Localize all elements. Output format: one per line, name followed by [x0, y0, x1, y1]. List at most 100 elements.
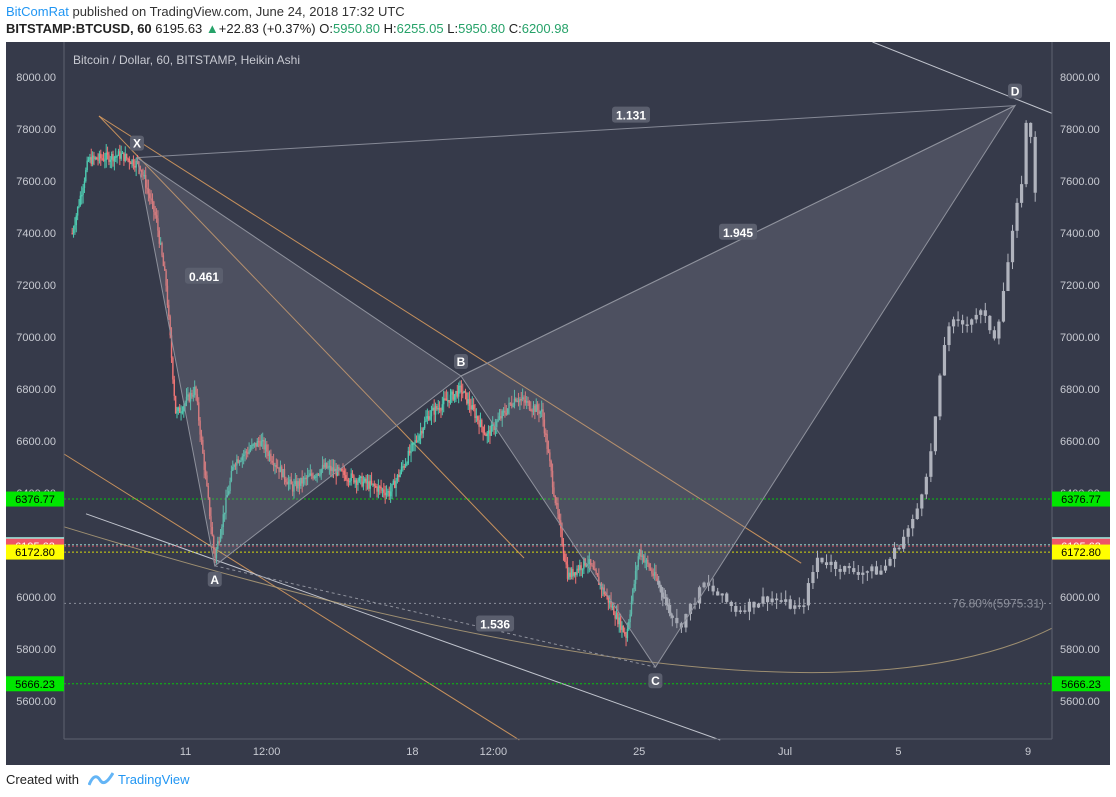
candle-body	[130, 162, 132, 165]
price-tag-bg	[6, 491, 64, 507]
pattern-point-badge	[1008, 83, 1023, 99]
candle-body	[211, 526, 214, 536]
candle-body	[540, 409, 543, 412]
candle-body	[847, 566, 851, 569]
descending-trendline	[98, 115, 802, 564]
candle-body	[587, 564, 589, 566]
candle-body	[346, 479, 348, 482]
y-tick-label-right: 5600.00	[1060, 696, 1100, 708]
candle-body	[523, 397, 525, 400]
candle-body	[189, 392, 192, 402]
candle-body	[164, 266, 166, 271]
candle-body	[667, 604, 672, 614]
candle-body	[343, 470, 346, 476]
candle-body	[83, 181, 86, 189]
candle-body	[82, 188, 84, 195]
candle-body	[331, 467, 333, 471]
chart-area[interactable]: 8000.00 8000.00 7800.00 7800.00 7600.00 7600.…	[6, 41, 1110, 765]
candle-body	[496, 421, 498, 427]
candle-body	[555, 503, 558, 505]
candle-body	[324, 462, 327, 468]
candle-body	[915, 508, 919, 520]
y-tick-label-left: 7400.00	[16, 228, 56, 240]
candle-body	[290, 479, 292, 485]
candle-body	[193, 386, 196, 396]
candle-body	[456, 391, 459, 397]
candle-body	[856, 572, 860, 575]
candle-body	[449, 394, 452, 403]
author-link[interactable]: BitComRat	[6, 4, 69, 19]
candle-body	[429, 416, 431, 420]
chart-svg[interactable]: 8000.00 8000.00 7800.00 7800.00 7600.00 7600.…	[6, 41, 1110, 765]
price-tag-left: 6172.80	[6, 544, 64, 560]
symbol-label: BITSTAMP:BTCUSD, 60	[6, 21, 152, 36]
pattern-point-text: A	[210, 573, 219, 587]
candle-body	[232, 466, 234, 471]
candle-body	[361, 476, 363, 487]
candle-body	[576, 568, 578, 575]
x-tick-label: 12:00	[480, 746, 508, 758]
candle-body	[526, 401, 528, 403]
candle-body	[1019, 184, 1024, 203]
candle-body	[452, 391, 454, 400]
candle-body	[249, 448, 252, 451]
candle-body	[579, 565, 581, 571]
candle-body	[929, 451, 933, 477]
candle-body	[475, 416, 478, 418]
candle-body	[734, 606, 738, 612]
pattern-point-badge	[130, 135, 144, 151]
candle-body	[72, 229, 75, 234]
candle-body	[806, 583, 810, 606]
candle-body	[619, 617, 622, 630]
candle-body	[132, 159, 135, 166]
candle-body	[716, 591, 720, 596]
candle-body	[177, 407, 180, 412]
candle-body	[419, 430, 422, 436]
y-tick-label-right: 8000.00	[1060, 72, 1100, 84]
candle-body	[315, 476, 317, 478]
candle-body	[574, 572, 577, 575]
published-text: published on TradingView.com, June 24, 2…	[68, 4, 405, 19]
tradingview-link[interactable]: TradingView	[118, 772, 190, 787]
candle-body	[151, 199, 154, 202]
candle-body	[670, 615, 674, 618]
candle-body	[119, 151, 121, 159]
candle-body	[938, 375, 942, 417]
candle-body	[428, 416, 430, 420]
x-tick-label: 25	[633, 746, 645, 758]
candle-body	[97, 159, 99, 161]
candle-body	[547, 448, 550, 453]
ratio-label: 1.536	[476, 615, 515, 632]
candle-body	[281, 466, 283, 478]
candle-body	[351, 473, 354, 476]
candle-body	[256, 440, 258, 447]
candle-body	[554, 496, 556, 504]
candle-body	[432, 407, 434, 411]
candle-body	[388, 490, 390, 497]
candle-body	[550, 461, 552, 471]
candle-body	[217, 541, 219, 549]
candle-body	[93, 155, 95, 159]
candle-body	[697, 587, 702, 604]
candle-body	[297, 481, 299, 489]
candle-body	[466, 392, 468, 404]
candle-body	[485, 434, 487, 437]
candle-body	[185, 396, 188, 403]
candle-body	[637, 556, 639, 567]
candle-body	[464, 390, 467, 393]
candle-body	[572, 568, 574, 576]
candle-body	[183, 406, 185, 412]
symbol-line: BITSTAMP:BTCUSD, 60 6195.63 ▲+22.83 (+0.…	[6, 21, 569, 36]
last-price: 6195.63	[155, 21, 203, 36]
candle-body	[834, 561, 838, 569]
candle-body	[403, 466, 405, 468]
candle-body	[296, 481, 298, 489]
candle-body	[457, 385, 460, 397]
candle-body	[181, 411, 184, 413]
price-tag-left: 5666.23	[6, 676, 64, 692]
candle-body	[595, 569, 597, 574]
candle-body	[311, 473, 313, 476]
candle-body	[173, 379, 175, 396]
candle-body	[155, 215, 158, 219]
ratio-badge	[719, 223, 758, 240]
